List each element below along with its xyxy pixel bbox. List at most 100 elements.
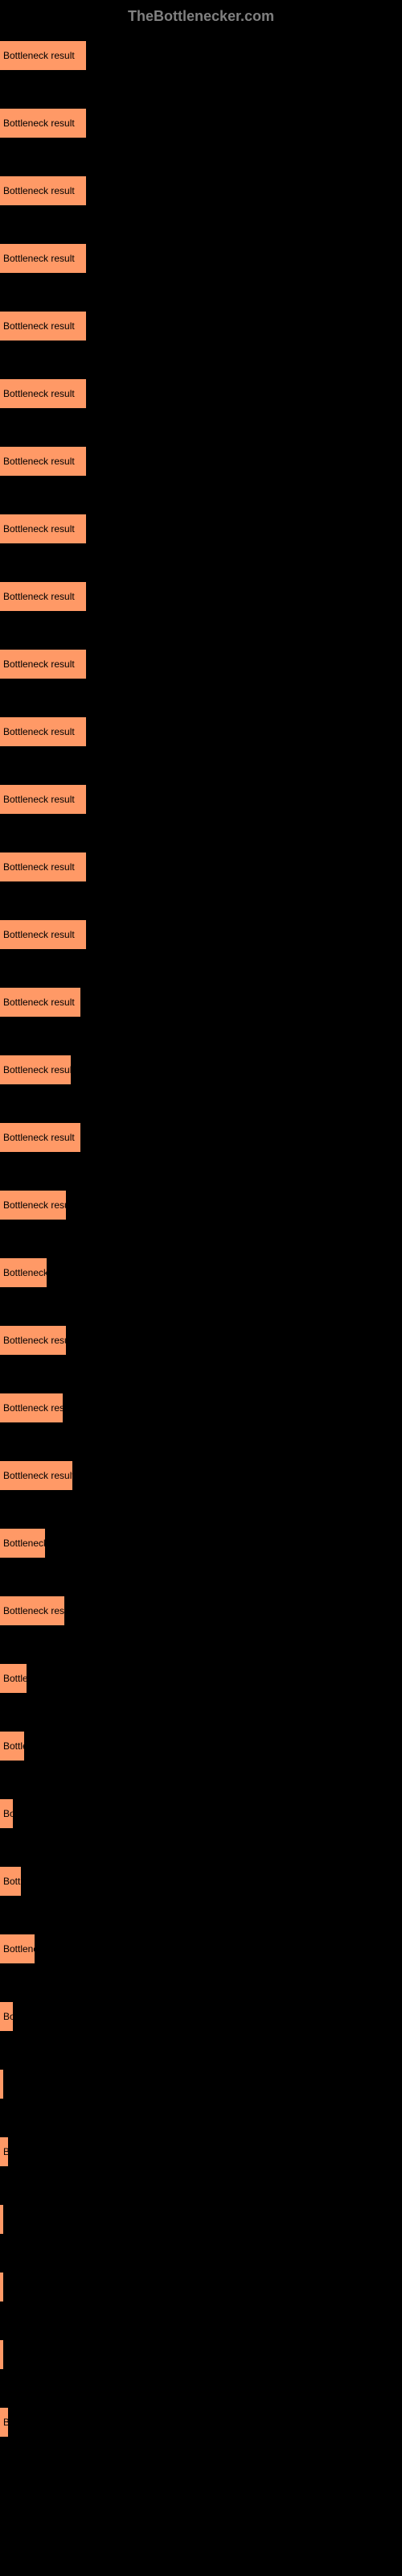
bar-row: Bottleneck result <box>0 582 402 611</box>
bar-row: Bottleneck result <box>0 41 402 70</box>
bar-row: Bottleneck result <box>0 988 402 1017</box>
bar-row: Bottleneck result <box>0 1867 402 1896</box>
bar-row: Bottleneck result <box>0 1529 402 1558</box>
bar-label: Bottleneck result <box>3 253 75 264</box>
bar-row: Bottleneck result <box>0 1258 402 1287</box>
bar-row: Bottleneck result <box>0 1123 402 1152</box>
bar-row: Bottleneck result <box>0 1596 402 1625</box>
bar-row: Bottleneck result <box>0 1799 402 1828</box>
bar-label: Bottleneck result <box>3 1740 24 1752</box>
bar-row: Bottleneck result <box>0 785 402 814</box>
bar-label: Bottleneck result <box>3 1132 75 1143</box>
bar-row: Bottleneck result <box>0 1664 402 1693</box>
bar-label: Bottleneck result <box>3 1808 13 1819</box>
chart-bar: Bottleneck result <box>0 1123 80 1152</box>
bar-label: Bottleneck result <box>3 726 75 737</box>
bar-label: Bottleneck result <box>3 794 75 805</box>
chart-bar: Bottleneck result <box>0 920 86 949</box>
chart-bar: Bottleneck result <box>0 1596 64 1625</box>
bar-row: Bottleneck result <box>0 2273 402 2301</box>
bar-label: Bottleneck result <box>3 388 75 399</box>
chart-bar: Bottleneck result <box>0 41 86 70</box>
bar-row: Bottleneck result <box>0 1732 402 1761</box>
bar-label: Bottleneck result <box>3 456 75 467</box>
bar-label: Bottleneck result <box>3 1673 27 1684</box>
chart-bar: Bottleneck result <box>0 1055 71 1084</box>
chart-bar: Bottleneck result <box>0 1867 21 1896</box>
bar-label: Bottleneck result <box>3 523 75 535</box>
bar-row: Bottleneck result <box>0 1326 402 1355</box>
bar-row: Bottleneck result <box>0 717 402 746</box>
bar-label: Bottleneck result <box>3 861 75 873</box>
bar-label: Bottleneck result <box>3 2417 8 2428</box>
chart-bar: Bottleneck result <box>0 988 80 1017</box>
bar-row: Bottleneck result <box>0 1461 402 1490</box>
chart-bar: Bottleneck result <box>0 2205 3 2234</box>
chart-bar: Bottleneck result <box>0 2408 8 2437</box>
chart-bar: Bottleneck result <box>0 514 86 543</box>
bar-label: Bottleneck result <box>3 50 75 61</box>
chart-bar: Bottleneck result <box>0 1529 45 1558</box>
bar-row: Bottleneck result <box>0 176 402 205</box>
bar-row: Bottleneck result <box>0 2137 402 2166</box>
chart-bar: Bottleneck result <box>0 650 86 679</box>
chart-bar: Bottleneck result <box>0 1326 66 1355</box>
chart-bar: Bottleneck result <box>0 1191 66 1220</box>
bar-row: Bottleneck result <box>0 244 402 273</box>
chart-bar: Bottleneck result <box>0 2137 8 2166</box>
chart-bar: Bottleneck result <box>0 244 86 273</box>
bar-row: Bottleneck result <box>0 2408 402 2437</box>
bar-label: Bottleneck result <box>3 929 75 940</box>
chart-bar: Bottleneck result <box>0 379 86 408</box>
bar-row: Bottleneck result <box>0 2205 402 2234</box>
bar-label: Bottleneck result <box>3 2146 8 2157</box>
bar-row: Bottleneck result <box>0 1934 402 1963</box>
bar-row: Bottleneck result <box>0 514 402 543</box>
bar-row: Bottleneck result <box>0 2002 402 2031</box>
bar-row: Bottleneck result <box>0 1055 402 1084</box>
chart-bar: Bottleneck result <box>0 1732 24 1761</box>
bar-label: Bottleneck result <box>3 1064 71 1075</box>
chart-bar: Bottleneck result <box>0 1393 63 1422</box>
bar-row: Bottleneck result <box>0 2070 402 2099</box>
bar-row: Bottleneck result <box>0 109 402 138</box>
bar-label: Bottleneck result <box>3 1470 72 1481</box>
bar-row: Bottleneck result <box>0 920 402 949</box>
bar-row: Bottleneck result <box>0 312 402 341</box>
bar-row: Bottleneck result <box>0 852 402 881</box>
bar-row: Bottleneck result <box>0 379 402 408</box>
bar-row: Bottleneck result <box>0 650 402 679</box>
chart-bar: Bottleneck result <box>0 785 86 814</box>
bar-row: Bottleneck result <box>0 447 402 476</box>
bar-label: Bottleneck result <box>3 658 75 670</box>
bar-label: Bottleneck result <box>3 118 75 129</box>
bar-label: Bottleneck result <box>3 1538 45 1549</box>
bar-label: Bottleneck result <box>3 2011 13 2022</box>
bar-label: Bottleneck result <box>3 1335 66 1346</box>
chart-bar: Bottleneck result <box>0 1799 13 1828</box>
site-title: TheBottlenecker.com <box>128 8 274 24</box>
bar-label: Bottleneck result <box>3 997 75 1008</box>
chart-bar: Bottleneck result <box>0 1461 72 1490</box>
bar-label: Bottleneck result <box>3 591 75 602</box>
bar-label: Bottleneck result <box>3 185 75 196</box>
site-header: TheBottlenecker.com <box>0 0 402 33</box>
chart-bar: Bottleneck result <box>0 447 86 476</box>
chart-bar: Bottleneck result <box>0 2002 13 2031</box>
bar-label: Bottleneck result <box>3 1943 35 1955</box>
bar-label: Bottleneck result <box>3 1267 47 1278</box>
chart-bar: Bottleneck result <box>0 1664 27 1693</box>
chart-bar: Bottleneck result <box>0 1934 35 1963</box>
bar-label: Bottleneck result <box>3 320 75 332</box>
bar-chart: Bottleneck result Bottleneck result Bottle… <box>0 33 402 2483</box>
chart-bar: Bottleneck result <box>0 582 86 611</box>
bar-label: Bottleneck result <box>3 1199 66 1211</box>
bar-row: Bottleneck result <box>0 1393 402 1422</box>
chart-bar: Bottleneck result <box>0 852 86 881</box>
bar-label: Bottleneck result <box>3 1605 64 1616</box>
chart-bar: Bottleneck result <box>0 176 86 205</box>
chart-bar: Bottleneck result <box>0 109 86 138</box>
bar-row: Bottleneck result <box>0 1191 402 1220</box>
chart-bar: Bottleneck result <box>0 312 86 341</box>
chart-bar: Bottleneck result <box>0 2273 3 2301</box>
